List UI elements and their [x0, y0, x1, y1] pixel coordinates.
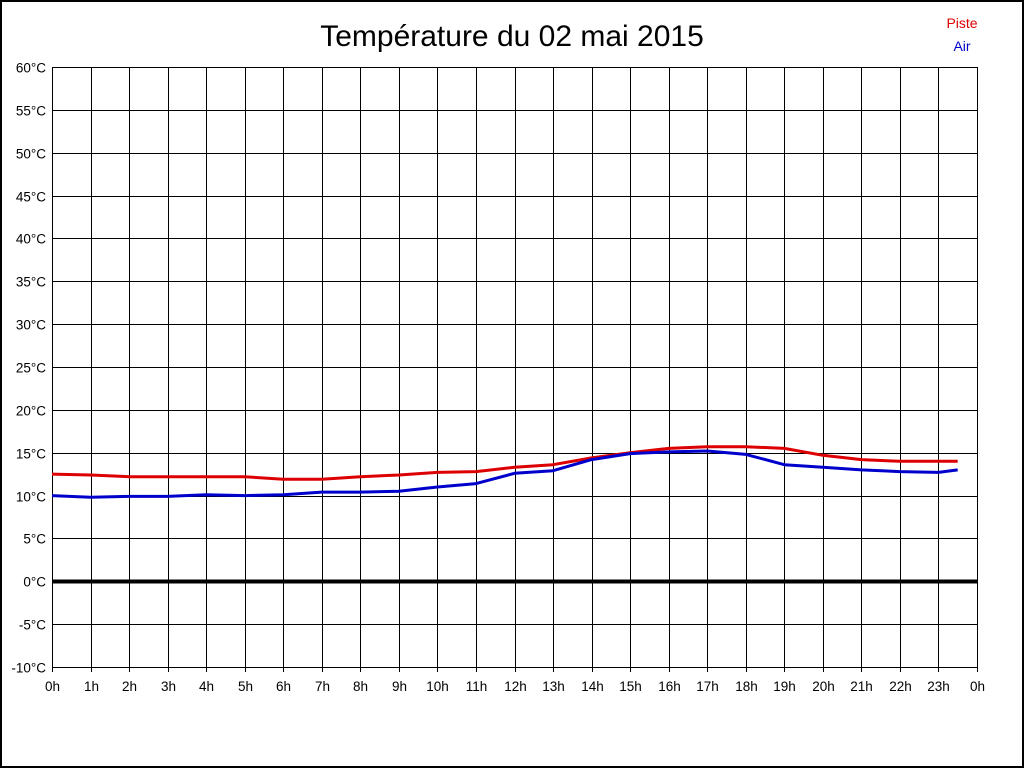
y-tick-label: 5°C	[23, 532, 46, 547]
y-tick-label: -10°C	[11, 661, 46, 676]
y-tick-label: 45°C	[16, 190, 46, 205]
y-tick-label: 60°C	[16, 61, 46, 76]
x-tick-label: 0h	[45, 679, 60, 694]
x-tick-label: 20h	[812, 679, 835, 694]
x-tick-label: 11h	[466, 679, 488, 694]
x-tick-label: 14h	[581, 679, 604, 694]
y-tick-label: 50°C	[16, 147, 46, 162]
legend-label-piste: Piste	[946, 15, 978, 31]
x-tick-label: 23h	[927, 679, 950, 694]
y-tick-label: 25°C	[16, 361, 46, 376]
legend: Piste Air	[924, 12, 1000, 58]
x-tick-label: 1h	[84, 679, 99, 694]
x-tick-label: 8h	[353, 679, 368, 694]
y-tick-label: 0°C	[23, 575, 46, 590]
y-tick-label: 30°C	[16, 318, 46, 333]
legend-item-piste: Piste	[924, 12, 1000, 35]
x-tick-label: 12h	[504, 679, 527, 694]
x-tick-label: 4h	[199, 679, 214, 694]
x-tick-label: 7h	[315, 679, 330, 694]
x-tick-label: 19h	[773, 679, 796, 694]
series-line-piste	[51, 445, 958, 481]
y-tick-label: 10°C	[16, 490, 46, 505]
series-line-air	[51, 449, 958, 499]
x-tick-label: 0h	[970, 679, 985, 694]
y-tick-label: 55°C	[16, 104, 46, 119]
x-tick-label: 9h	[392, 679, 407, 694]
x-tick-label: 16h	[658, 679, 681, 694]
x-tick-label: 6h	[276, 679, 291, 694]
x-tick-label: 2h	[122, 679, 137, 694]
chart-title: Température du 02 mai 2015	[320, 20, 704, 53]
y-tick-label: 15°C	[16, 447, 46, 462]
x-tick-label: 3h	[161, 679, 176, 694]
legend-item-air: Air	[924, 35, 1000, 58]
y-tick-label: 35°C	[16, 275, 46, 290]
x-tick-label: 15h	[619, 679, 642, 694]
x-tick-label: 5h	[238, 679, 253, 694]
x-tick-label: 18h	[735, 679, 758, 694]
axis-tick-labels: 0h 1h 2h 3h 4h 5h 6h 7h 8h 9h 10h 11h 12h 13h 14h 15h 16…	[11, 61, 985, 695]
y-tick-label: 20°C	[16, 404, 46, 419]
x-tick-label: 21h	[850, 679, 873, 694]
x-tick-label: 10h	[426, 679, 449, 694]
grid	[52, 67, 978, 672]
x-tick-label: 13h	[542, 679, 565, 694]
x-tick-label: 17h	[696, 679, 719, 694]
x-tick-label: 22h	[889, 679, 912, 694]
y-tick-label: 40°C	[16, 232, 46, 247]
y-tick-label: -5°C	[19, 618, 46, 633]
legend-label-air: Air	[953, 38, 971, 54]
